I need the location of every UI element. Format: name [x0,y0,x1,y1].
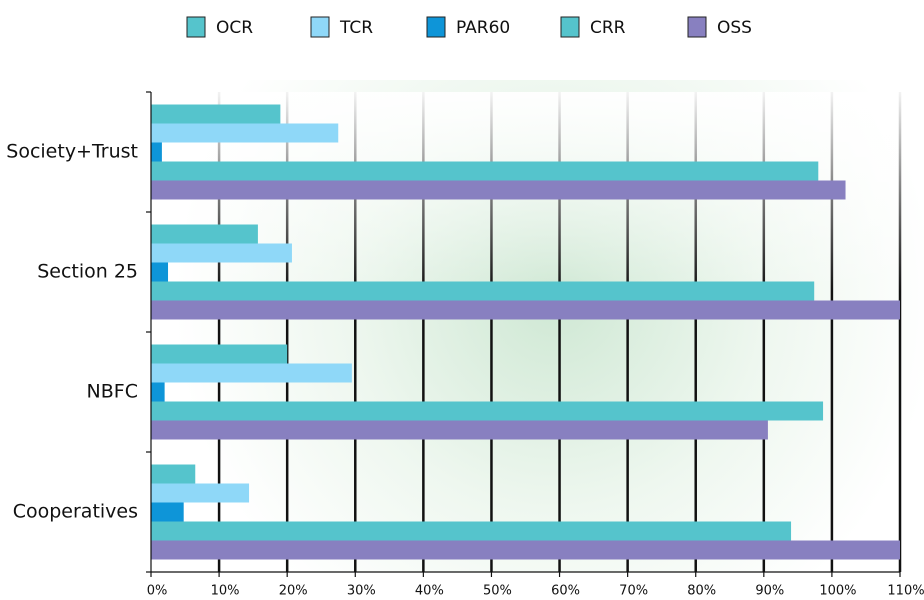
bar [151,262,169,282]
bar [151,382,165,402]
legend-swatch [186,16,206,38]
legend-swatch [687,16,707,38]
bar [151,464,196,484]
x-tick-label: 70% [619,584,648,599]
legend-swatch [426,16,446,38]
y-tick-label: Society+Trust [6,141,138,163]
bar [151,180,846,200]
legend-swatch [310,16,330,38]
bar [151,123,339,143]
bar [151,281,815,301]
bar [151,224,258,244]
legend-label: TCR [339,18,373,38]
legend-label: OCR [216,18,253,38]
bar [151,300,900,320]
bar [151,483,250,503]
bar [151,104,281,124]
bar [151,363,352,383]
y-tick-label: NBFC [87,381,138,403]
x-tick-label: 90% [755,584,784,599]
x-tick-label: 0% [147,584,168,599]
x-tick-label: 40% [415,584,444,599]
bar [151,521,792,541]
x-tick-label: 100% [819,584,856,599]
bar [151,243,292,263]
legend-label: CRR [590,18,626,38]
x-tick-label: 30% [347,584,376,599]
bar [151,161,819,181]
x-tick-label: 10% [211,584,240,599]
x-tick-label: 20% [279,584,308,599]
legend-label: OSS [717,18,752,38]
bar [151,401,824,421]
x-tick-label: 80% [687,584,716,599]
bar [151,420,768,440]
bar [151,502,184,522]
legend-label: PAR60 [456,18,510,38]
y-tick-label: Cooperatives [13,501,138,523]
x-tick-label: 110% [887,584,924,599]
bar [151,142,162,162]
legend-swatch [560,16,580,38]
x-tick-label: 60% [551,584,580,599]
bar [151,540,900,560]
bar [151,344,288,364]
x-tick-label: 50% [483,584,512,599]
y-tick-label: Section 25 [37,261,138,283]
